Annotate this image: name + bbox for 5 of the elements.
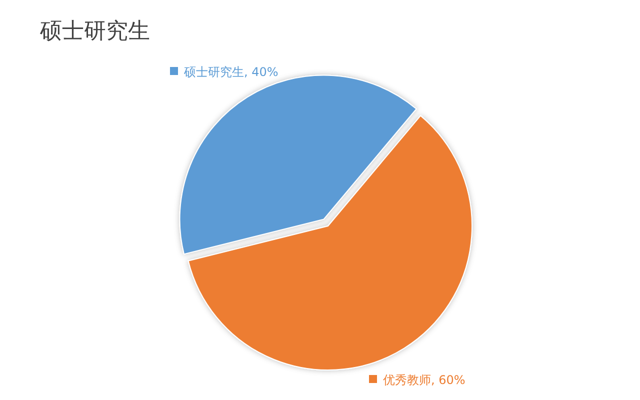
data-label: , 40%	[244, 65, 278, 79]
chart-title: 硕士研究生	[39, 19, 150, 44]
legend-label: 优秀教师	[383, 373, 431, 387]
data-label: , 60%	[431, 373, 466, 387]
legend-label: 硕士研究生	[183, 65, 244, 79]
